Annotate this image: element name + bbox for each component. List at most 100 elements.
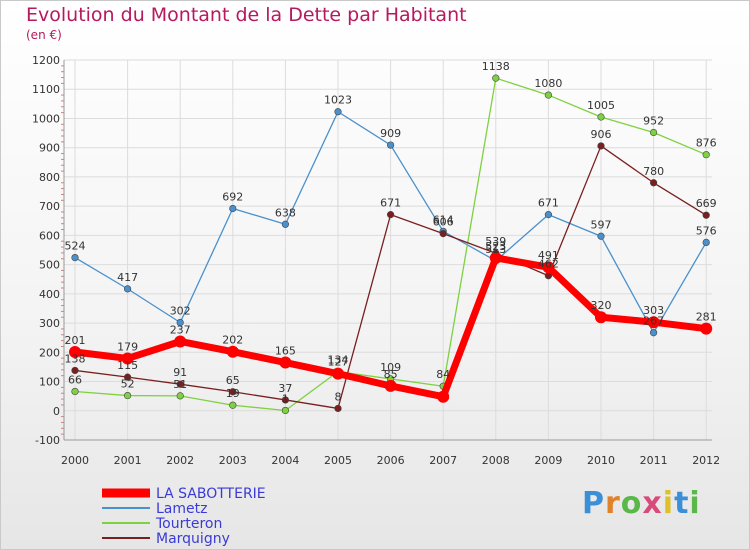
y-tick-label: 1000 (32, 112, 60, 125)
logo-letter: t (674, 486, 690, 521)
y-tick-label: 500 (39, 259, 60, 272)
data-point (700, 322, 713, 335)
data-point (544, 91, 553, 99)
data-point (71, 254, 79, 262)
data-label: 237 (170, 323, 191, 336)
data-label: 606 (433, 216, 454, 229)
x-tick-label: 2011 (640, 454, 668, 467)
legend-label: Tourteron (155, 516, 222, 532)
x-tick-label: 2000 (61, 454, 89, 467)
data-label: 1138 (482, 60, 510, 73)
data-point (649, 179, 658, 187)
data-label: 692 (222, 190, 243, 203)
y-tick-label: 900 (39, 142, 60, 155)
y-tick-label: 300 (39, 317, 60, 330)
data-label: 876 (696, 137, 717, 150)
data-point (597, 232, 605, 240)
legend-label: Marquigny (156, 531, 230, 547)
data-label: 52 (121, 378, 135, 391)
data-point (281, 396, 290, 404)
data-label: 320 (591, 299, 612, 312)
data-point (334, 108, 342, 116)
data-point (492, 74, 500, 82)
data-label: 491 (538, 249, 559, 262)
data-point (71, 366, 79, 375)
data-point (69, 346, 81, 359)
data-label: 1023 (324, 94, 352, 107)
x-tick-label: 2002 (166, 454, 194, 467)
data-point (229, 401, 237, 409)
data-label: 539 (485, 235, 506, 248)
x-tick-label: 2005 (324, 454, 352, 467)
data-label: 1080 (534, 77, 562, 90)
data-label: 267 (643, 315, 664, 328)
data-label: 51 (173, 378, 187, 391)
data-point (123, 391, 132, 400)
data-point (597, 142, 605, 150)
data-label: 671 (538, 197, 559, 210)
data-label: 19 (226, 387, 240, 400)
y-tick-label: 600 (39, 229, 60, 242)
data-label: 576 (696, 224, 717, 237)
x-tick-label: 2009 (534, 454, 562, 467)
data-point (281, 220, 290, 228)
data-label: 523 (485, 240, 506, 253)
data-point (229, 204, 237, 213)
data-label: 417 (117, 271, 138, 284)
x-tick-label: 2004 (271, 454, 299, 467)
data-point (649, 128, 658, 137)
data-label: 127 (328, 356, 349, 369)
data-label: 202 (222, 334, 243, 347)
data-point (439, 230, 447, 238)
data-point (121, 352, 134, 365)
y-tick-label: 700 (39, 200, 60, 213)
x-tick-label: 2010 (587, 454, 615, 467)
data-label: 91 (173, 366, 187, 379)
data-point (544, 211, 553, 219)
data-point (229, 388, 237, 396)
data-point (595, 311, 607, 324)
x-tick-label: 2008 (482, 454, 510, 467)
x-tick-label: 2001 (114, 454, 142, 467)
data-label: 66 (68, 373, 82, 386)
data-point (332, 367, 344, 380)
chart-subtitle: (en €) (26, 28, 62, 42)
data-label: 201 (65, 334, 86, 347)
data-point (542, 261, 555, 274)
logo-letter: x (642, 486, 663, 521)
data-point (387, 141, 395, 149)
data-label: 8 (335, 390, 342, 403)
y-tick-label: 200 (39, 346, 60, 359)
chart-title: Evolution du Montant de la Dette par Hab… (26, 4, 467, 26)
data-point (702, 151, 710, 159)
data-point (387, 211, 395, 219)
data-label: 115 (117, 359, 138, 372)
data-point (334, 404, 342, 413)
data-point (702, 238, 710, 246)
logo-letter: o (620, 486, 643, 521)
data-point (702, 211, 710, 219)
data-label: 906 (591, 128, 612, 141)
data-label: 780 (643, 165, 664, 178)
data-label: 65 (226, 374, 240, 387)
data-label: 138 (65, 352, 86, 365)
data-label: 303 (643, 304, 664, 317)
data-point (174, 335, 187, 348)
y-tick-label: 800 (39, 171, 60, 184)
data-label: 165 (275, 345, 296, 358)
data-label: 909 (380, 127, 401, 140)
y-tick-label: 400 (39, 288, 60, 301)
data-label: 1 (282, 392, 289, 405)
data-label: 952 (643, 114, 664, 127)
data-label: 669 (696, 197, 717, 210)
y-tick-label: 100 (39, 376, 60, 389)
data-label: 638 (275, 206, 296, 219)
data-label: 597 (591, 218, 612, 231)
data-point (176, 392, 184, 400)
legend-label: LA SABOTTERIE (156, 486, 266, 502)
logo-letter: r (605, 486, 621, 521)
data-label: 84 (436, 368, 450, 381)
data-label: 134 (328, 354, 349, 367)
